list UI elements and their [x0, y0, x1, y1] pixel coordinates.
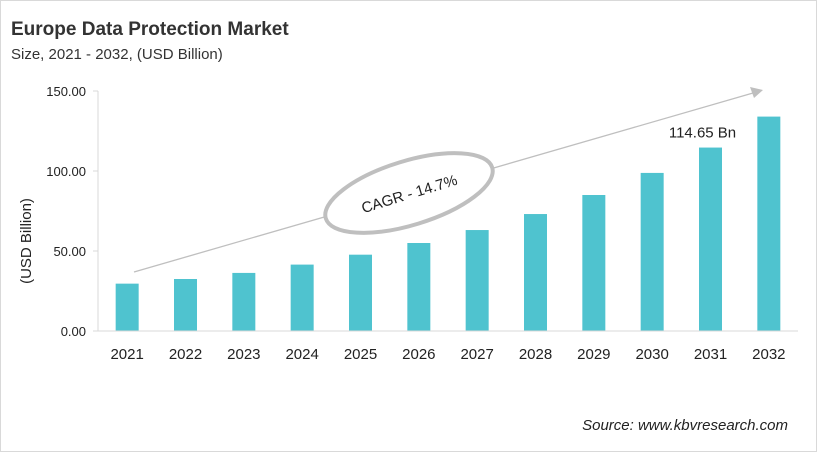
bar-2023 [232, 272, 256, 331]
bar-2021 [115, 283, 139, 331]
x-axis: 2021 2022 2023 2024 2025 2026 2027 2028 2029 2030… [98, 330, 798, 363]
bar-2026 [407, 243, 431, 331]
y-tick-label: 100.00 [46, 164, 86, 179]
x-tick-label: 2028 [519, 346, 552, 363]
x-tick-label: 2029 [577, 346, 610, 363]
y-axis: 0.00 50.00 100.00 150.00 [46, 84, 99, 339]
chart-title: Europe Data Protection Market [11, 19, 289, 40]
bar-2024 [290, 264, 314, 331]
y-tick-label: 50.00 [53, 244, 86, 259]
y-axis-label: (USD Billion) [18, 198, 35, 284]
x-tick-label: 2023 [227, 346, 260, 363]
source-note: Source: www.kbvresearch.com [582, 417, 788, 434]
cagr-ellipse [323, 151, 495, 235]
x-tick-label: 2025 [344, 346, 377, 363]
bar-2027 [465, 230, 489, 331]
bars [115, 116, 781, 331]
x-tick-label: 2026 [402, 346, 435, 363]
cagr-annotation: CAGR - 14.7% [323, 151, 495, 235]
bar-2031 [699, 147, 722, 331]
x-tick-label: 2032 [752, 346, 785, 363]
bar-2025 [349, 254, 372, 331]
x-tick-label: 2031 [694, 346, 727, 363]
bar-2032 [757, 116, 781, 331]
x-tick-label: 2030 [635, 346, 668, 363]
x-tick-label: 2027 [460, 346, 493, 363]
bar-2022 [174, 279, 197, 331]
arrow-head-icon [750, 87, 763, 98]
x-tick-label: 2024 [285, 346, 318, 363]
bar-2028 [524, 214, 547, 331]
chart-subtitle: Size, 2021 - 2032, (USD Billion) [11, 46, 223, 63]
y-tick-label: 0.00 [61, 324, 86, 339]
x-tick-label: 2022 [169, 346, 202, 363]
y-tick-label: 150.00 [46, 84, 86, 99]
bar-2029 [582, 195, 606, 331]
data-label-2031: 114.65 Bn [669, 125, 736, 142]
bar-2030 [640, 172, 664, 331]
x-tick-label: 2021 [110, 346, 143, 363]
